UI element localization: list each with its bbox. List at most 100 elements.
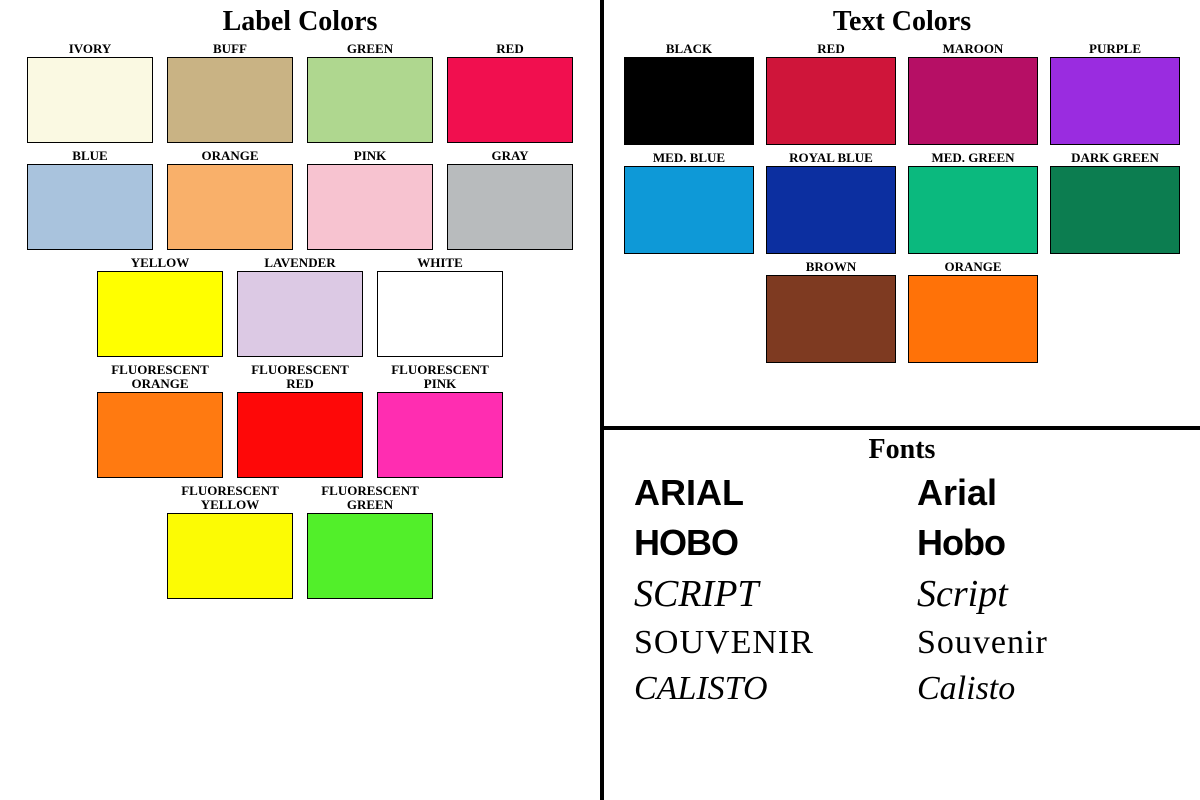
swatch-cell: RED bbox=[766, 42, 896, 145]
swatch-label: MED. BLUE bbox=[653, 151, 725, 165]
swatch-label: BLACK bbox=[666, 42, 712, 56]
color-swatch bbox=[1050, 166, 1180, 254]
color-swatch bbox=[624, 166, 754, 254]
swatch-row: FLUORESCENTORANGE FLUORESCENTRED FLUORESCE… bbox=[10, 363, 590, 478]
color-swatch bbox=[307, 57, 433, 143]
swatch-label: BLUE bbox=[72, 149, 107, 163]
swatch-label: YELLOW bbox=[131, 256, 190, 270]
font-sample-upper: SOUVENIR bbox=[634, 624, 887, 662]
swatch-row: YELLOW LAVENDER WHITE bbox=[10, 256, 590, 357]
color-swatch bbox=[908, 275, 1038, 363]
swatch-cell: ORANGE bbox=[167, 149, 293, 250]
color-swatch bbox=[307, 513, 433, 599]
swatch-label: MED. GREEN bbox=[931, 151, 1014, 165]
swatch-row: BLACK RED MAROON PURPLE bbox=[612, 42, 1192, 145]
color-swatch bbox=[97, 271, 223, 357]
color-swatch bbox=[447, 164, 573, 250]
swatch-label: ORANGE bbox=[201, 149, 258, 163]
swatch-label: WHITE bbox=[417, 256, 463, 270]
swatch-cell: ROYAL BLUE bbox=[766, 151, 896, 254]
swatch-label: FLUORESCENTORANGE bbox=[111, 363, 209, 391]
swatch-label: RED bbox=[496, 42, 523, 56]
swatch-label: FLUORESCENTYELLOW bbox=[181, 484, 279, 512]
font-sample-mixed: Script bbox=[917, 572, 1170, 616]
swatch-cell: DARK GREEN bbox=[1050, 151, 1180, 254]
swatch-label: ROYAL BLUE bbox=[789, 151, 873, 165]
swatch-cell: YELLOW bbox=[97, 256, 223, 357]
font-sample-mixed: Hobo bbox=[917, 522, 1170, 564]
swatch-cell: FLUORESCENTPINK bbox=[377, 363, 503, 478]
swatch-cell: FLUORESCENTRED bbox=[237, 363, 363, 478]
color-swatch bbox=[27, 164, 153, 250]
swatch-row: FLUORESCENTYELLOW FLUORESCENTGREEN bbox=[10, 484, 590, 599]
swatch-label: PINK bbox=[354, 149, 387, 163]
swatch-row: MED. BLUE ROYAL BLUE MED. GREEN DARK GREEN bbox=[612, 151, 1192, 254]
swatch-cell: FLUORESCENTORANGE bbox=[97, 363, 223, 478]
swatch-row: BROWN ORANGE bbox=[612, 260, 1192, 363]
swatch-cell: MAROON bbox=[908, 42, 1038, 145]
swatch-cell: ORANGE bbox=[908, 260, 1038, 363]
fonts-title: Fonts bbox=[614, 434, 1190, 466]
swatch-label: LAVENDER bbox=[264, 256, 335, 270]
color-swatch bbox=[624, 57, 754, 145]
swatch-label: FLUORESCENTGREEN bbox=[321, 484, 419, 512]
swatch-cell: BLUE bbox=[27, 149, 153, 250]
color-swatch bbox=[167, 513, 293, 599]
swatch-label: RED bbox=[817, 42, 844, 56]
swatch-cell: BUFF bbox=[167, 42, 293, 143]
swatch-cell: MED. BLUE bbox=[624, 151, 754, 254]
font-sample-upper: HOBO bbox=[634, 522, 887, 564]
swatch-label: BROWN bbox=[806, 260, 857, 274]
swatch-cell: BROWN bbox=[766, 260, 896, 363]
color-swatch bbox=[766, 166, 896, 254]
label-colors-panel: Label Colors IVORY BUFF GREEN RED BLUE ORANGE… bbox=[0, 0, 600, 800]
text-colors-title: Text Colors bbox=[612, 6, 1192, 38]
label-colors-title: Label Colors bbox=[10, 6, 590, 38]
swatch-cell: BLACK bbox=[624, 42, 754, 145]
swatch-label: FLUORESCENTRED bbox=[251, 363, 349, 391]
color-swatch bbox=[97, 392, 223, 478]
color-swatch bbox=[766, 275, 896, 363]
font-sample-upper: ARIAL bbox=[634, 472, 887, 514]
font-sample-mixed: Calisto bbox=[917, 670, 1170, 708]
color-swatch bbox=[307, 164, 433, 250]
swatch-cell: WHITE bbox=[377, 256, 503, 357]
color-swatch bbox=[237, 392, 363, 478]
color-swatch bbox=[908, 57, 1038, 145]
color-swatch bbox=[766, 57, 896, 145]
color-swatch bbox=[1050, 57, 1180, 145]
swatch-label: PURPLE bbox=[1089, 42, 1141, 56]
font-sample-mixed: Arial bbox=[917, 472, 1170, 514]
swatch-row: IVORY BUFF GREEN RED bbox=[10, 42, 590, 143]
swatch-cell: PINK bbox=[307, 149, 433, 250]
swatch-row: BLUE ORANGE PINK GRAY bbox=[10, 149, 590, 250]
color-swatch bbox=[167, 57, 293, 143]
font-sample-upper: CALISTO bbox=[634, 670, 887, 708]
swatch-cell: GREEN bbox=[307, 42, 433, 143]
swatch-cell: PURPLE bbox=[1050, 42, 1180, 145]
fonts-panel: Fonts ARIAL Arial HOBO Hobo SCRIPT Script SOUV… bbox=[604, 430, 1200, 800]
swatch-cell: LAVENDER bbox=[237, 256, 363, 357]
font-sample-upper: SCRIPT bbox=[634, 572, 887, 616]
swatch-cell: IVORY bbox=[27, 42, 153, 143]
swatch-label: IVORY bbox=[69, 42, 112, 56]
swatch-cell: GRAY bbox=[447, 149, 573, 250]
swatch-label: ORANGE bbox=[944, 260, 1001, 274]
color-swatch bbox=[167, 164, 293, 250]
swatch-cell: MED. GREEN bbox=[908, 151, 1038, 254]
color-swatch bbox=[908, 166, 1038, 254]
swatch-cell: RED bbox=[447, 42, 573, 143]
swatch-label: GREEN bbox=[347, 42, 393, 56]
color-swatch bbox=[27, 57, 153, 143]
swatch-label: BUFF bbox=[213, 42, 247, 56]
text-colors-panel: Text Colors BLACK RED MAROON PURPLE MED. BLU… bbox=[604, 0, 1200, 426]
swatch-label: MAROON bbox=[943, 42, 1004, 56]
swatch-cell: FLUORESCENTYELLOW bbox=[167, 484, 293, 599]
color-swatch bbox=[447, 57, 573, 143]
swatch-label: GRAY bbox=[491, 149, 528, 163]
color-swatch bbox=[237, 271, 363, 357]
swatch-cell: FLUORESCENTGREEN bbox=[307, 484, 433, 599]
swatch-label: DARK GREEN bbox=[1071, 151, 1159, 165]
color-swatch bbox=[377, 392, 503, 478]
swatch-label: FLUORESCENTPINK bbox=[391, 363, 489, 391]
